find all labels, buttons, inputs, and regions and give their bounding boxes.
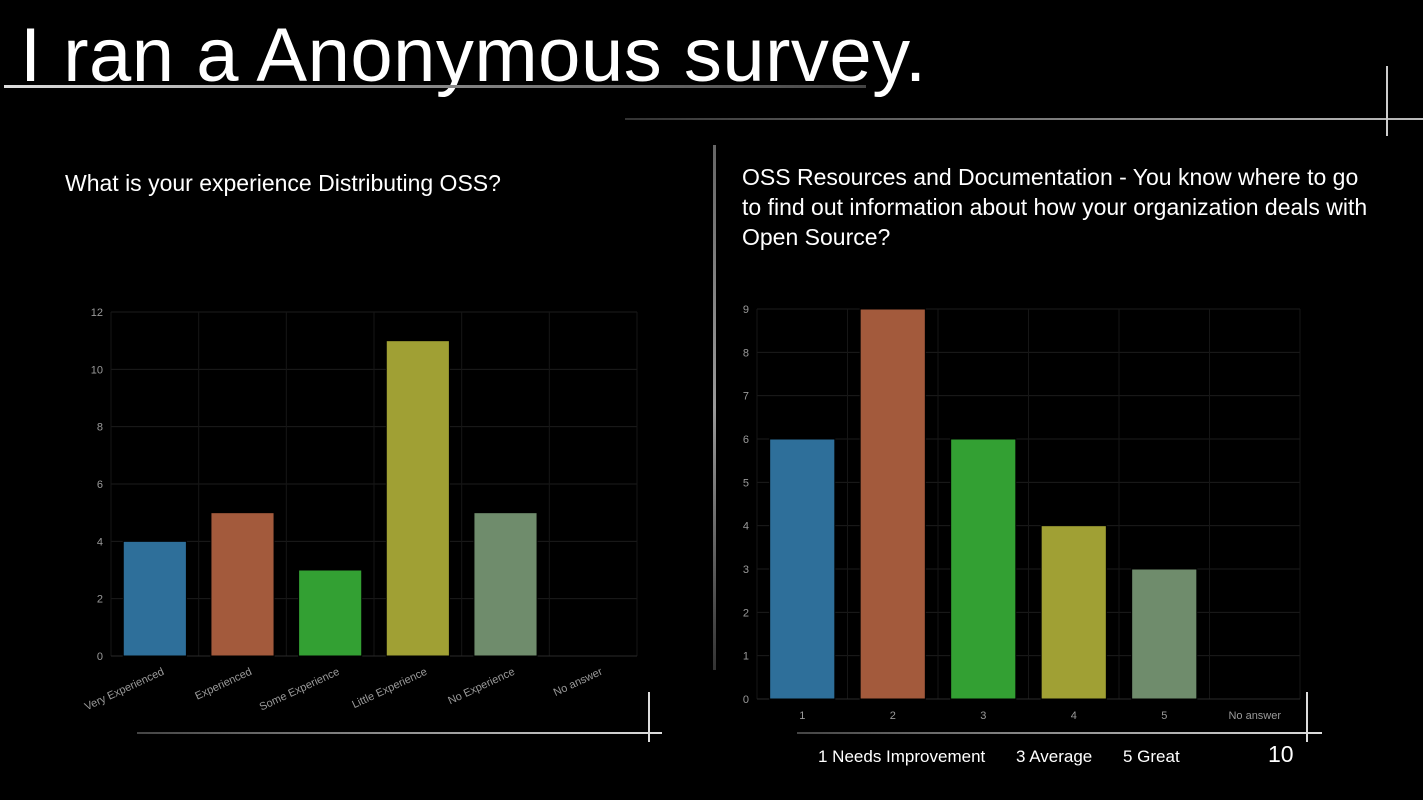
bar	[1131, 568, 1198, 700]
x-tick-label: 2	[890, 710, 896, 722]
bar	[122, 540, 187, 657]
y-tick-label: 6	[97, 479, 103, 491]
x-tick-label: 4	[1071, 710, 1077, 722]
x-tick-label: 5	[1161, 710, 1167, 722]
y-tick-label: 9	[743, 304, 749, 316]
header-rule	[625, 118, 1423, 120]
bar	[950, 438, 1017, 700]
y-tick-label: 0	[97, 651, 103, 663]
center-divider	[713, 145, 716, 670]
left-chart-rule	[137, 732, 662, 734]
x-tick-label: 1	[799, 710, 805, 722]
rating-legend: 1 Needs Improvement 3 Average 5 Great	[818, 747, 1206, 767]
bar	[769, 438, 836, 700]
right-chart-rule-tick	[1306, 692, 1308, 742]
left-chart-rule-tick	[648, 692, 650, 742]
y-tick-label: 2	[97, 594, 103, 606]
y-tick-label: 5	[743, 477, 749, 489]
legend-item: 5 Great	[1122, 747, 1180, 766]
legend-item: 1 Needs Improvement	[818, 747, 986, 766]
legend-item: 3 Average	[1015, 747, 1093, 766]
right-chart-rule	[797, 732, 1322, 734]
y-tick-label: 7	[743, 391, 749, 403]
y-tick-label: 8	[97, 422, 103, 434]
right-chart-question: OSS Resources and Documentation - You kn…	[742, 164, 1368, 250]
x-tick-label: No answer	[1228, 710, 1281, 722]
y-tick-label: 2	[743, 607, 749, 619]
bar	[1040, 525, 1107, 700]
title-underline	[4, 85, 866, 88]
bar	[473, 512, 538, 657]
bar	[385, 340, 450, 657]
y-tick-label: 10	[91, 364, 103, 376]
left-chart-question: What is your experience Distributing OSS…	[65, 170, 501, 196]
y-tick-label: 4	[743, 521, 749, 533]
header-rule-tick	[1386, 66, 1388, 136]
y-tick-label: 3	[743, 564, 749, 576]
bar	[859, 308, 926, 700]
page-number: 10	[1268, 741, 1294, 767]
slide-title: I ran a Anonymous survey.	[20, 13, 927, 98]
bar	[298, 569, 363, 657]
bar	[210, 512, 275, 657]
y-tick-label: 8	[743, 347, 749, 359]
y-tick-label: 12	[91, 307, 103, 319]
y-tick-label: 6	[743, 434, 749, 446]
right-bar-chart: 0 1 2 3 4 5 6 7 8 9 1 2 3 4 5 No answer	[743, 304, 1301, 722]
y-tick-label: 0	[743, 694, 749, 706]
x-tick-label: 3	[980, 710, 986, 722]
y-tick-label: 4	[97, 536, 103, 548]
y-tick-label: 1	[743, 651, 749, 663]
